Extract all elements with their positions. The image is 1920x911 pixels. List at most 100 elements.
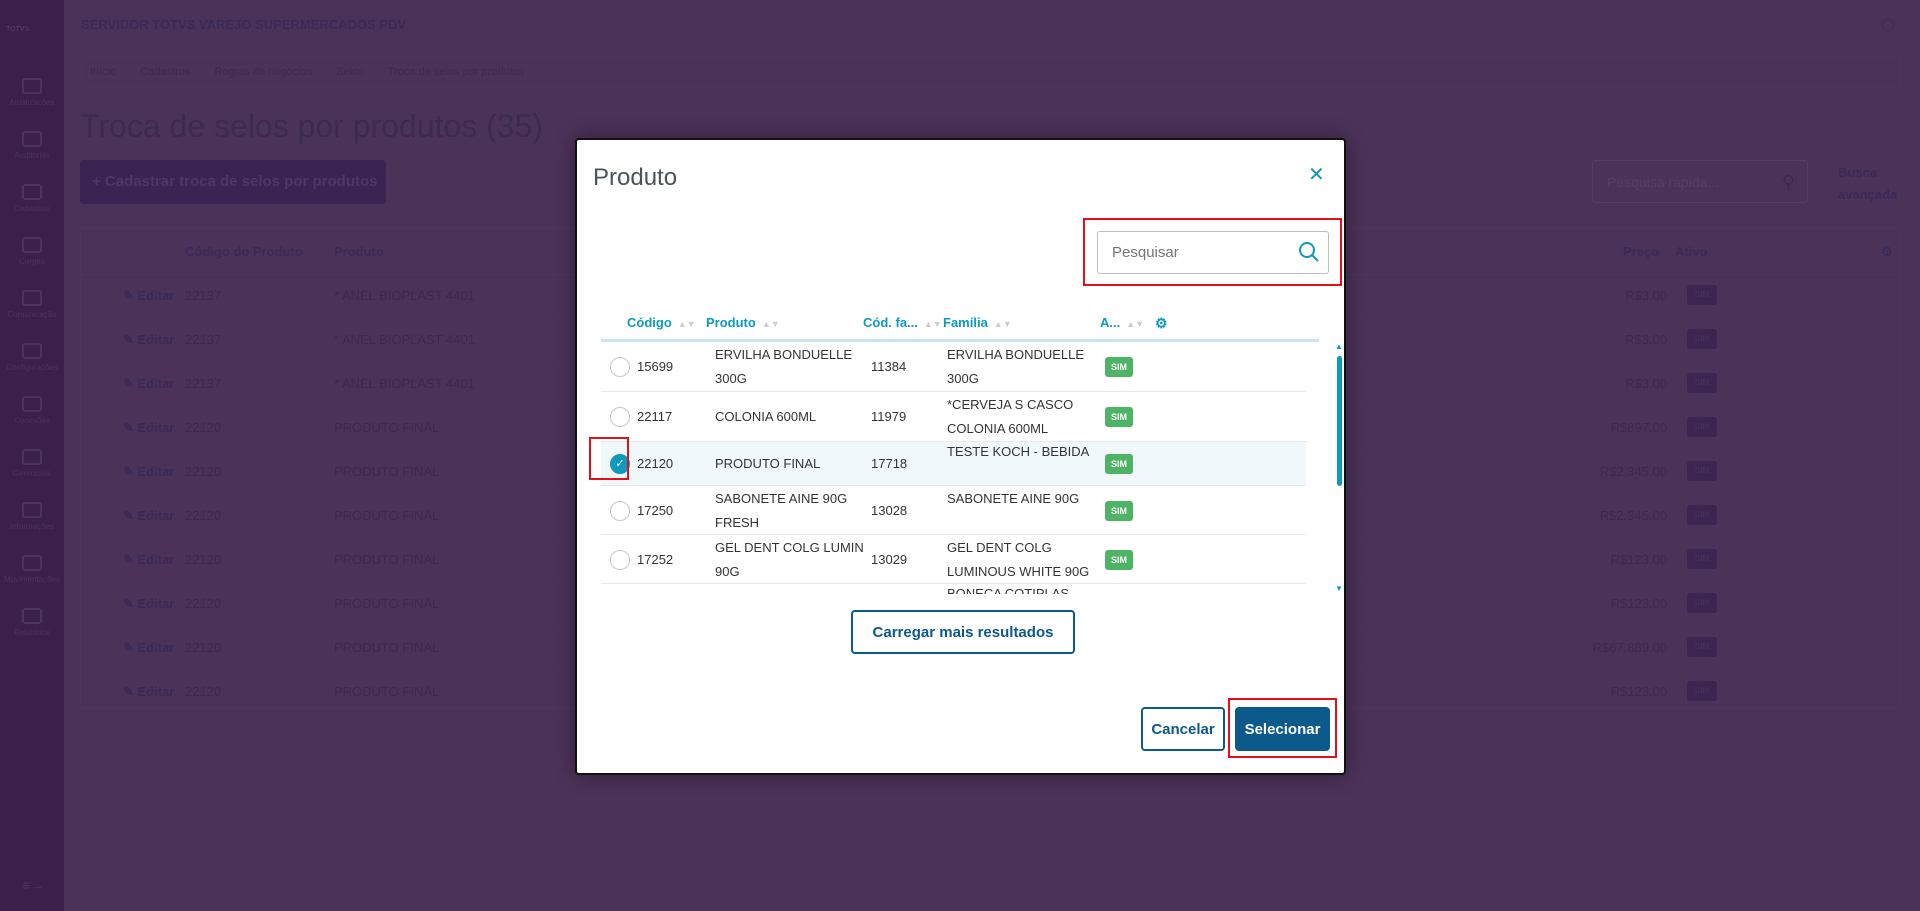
edit-link[interactable]: ✎ Editar <box>123 684 174 700</box>
pencil-icon: ✎ <box>123 288 138 303</box>
product-code: 22120 <box>185 640 222 655</box>
sidebar-item-5[interactable]: Configurações <box>0 343 64 372</box>
col-product[interactable]: Produto <box>334 244 384 259</box>
row-radio[interactable] <box>610 357 630 377</box>
product-row[interactable]: 22117 COLONIA 600ML 11979 *CERVEJA S CASCO … <box>601 392 1306 442</box>
sidebar: TOTVS Atualizações Auditorias Cadastros Car… <box>0 0 64 911</box>
add-exchange-button[interactable]: + Cadastrar troca de selos por produtos <box>80 160 386 204</box>
user-icon[interactable]: ◯ <box>1881 17 1895 31</box>
breadcrumb: Início Cadastros Regras de negócios Selos Tr… <box>81 57 1901 87</box>
cell-family: TESTE KOCH - BEBIDA <box>947 444 1090 459</box>
edit-link[interactable]: ✎ Editar <box>123 640 174 656</box>
pencil-icon: ✎ <box>123 684 138 699</box>
sidebar-item-0[interactable]: Atualizações <box>0 78 64 107</box>
breadcrumb-item[interactable]: Selos <box>336 66 364 78</box>
col-family-code[interactable]: Cód. fa... ▲▼ <box>863 315 942 330</box>
product-row[interactable]: 15699 ERVILHA BONDUELLE 300G 11384 ERVILHA … <box>601 342 1306 392</box>
sidebar-item-8[interactable]: Informações <box>0 502 64 531</box>
col-code-label: Código <box>627 315 672 330</box>
scrollbar[interactable] <box>1337 356 1342 486</box>
breadcrumb-item[interactable]: Troca de selos por produtos <box>387 66 525 78</box>
col-active[interactable]: A... ▲▼ <box>1100 315 1144 330</box>
active-badge: SIM <box>1687 285 1717 305</box>
close-icon[interactable]: ✕ <box>1308 164 1325 186</box>
cancel-button[interactable]: Cancelar <box>1141 707 1225 751</box>
edit-link[interactable]: ✎ Editar <box>123 332 174 348</box>
active-badge: SIM <box>1687 417 1717 437</box>
price: R$3.00 <box>1625 332 1667 347</box>
product-row[interactable]: BONECA COTIPLAS 1635 <box>601 584 1306 594</box>
scroll-down-icon[interactable]: ▼ <box>1335 584 1343 593</box>
search-input[interactable] <box>1112 244 1282 261</box>
edit-label: Editar <box>137 376 175 391</box>
sidebar-item-label: Gerenciais <box>12 469 52 478</box>
price: R$2,345.00 <box>1599 464 1667 479</box>
app-title: SERVIDOR TOTVS VAREJO SUPERMERCADOS PDV <box>81 17 407 32</box>
product-row[interactable]: 17250 SABONETE AINE 90G FRESH 13028 SABONET… <box>601 486 1306 535</box>
edit-link[interactable]: ✎ Editar <box>123 420 174 436</box>
active-badge: SIM <box>1687 505 1717 525</box>
breadcrumb-item[interactable]: Regras de negócios <box>214 66 313 78</box>
sidebar-item-1[interactable]: Auditorias <box>0 131 64 160</box>
col-family[interactable]: Família ▲▼ <box>943 315 1012 330</box>
col-code[interactable]: Código do Produto <box>185 244 303 259</box>
col-code[interactable]: Código ▲▼ <box>627 315 696 330</box>
sidebar-item-10[interactable]: Relatórios <box>0 608 64 637</box>
edit-link[interactable]: ✎ Editar <box>123 376 174 392</box>
report-icon <box>22 608 42 624</box>
file-upload-icon <box>22 290 42 306</box>
active-badge: SIM <box>1105 454 1133 474</box>
product-code: 22120 <box>185 684 222 699</box>
link-icon <box>22 343 42 359</box>
product-row[interactable]: ✓ 22120 PRODUTO FINAL 17718 TESTE KOCH - BEB… <box>601 442 1306 486</box>
sidebar-item-7[interactable]: Gerenciais <box>0 449 64 478</box>
edit-link[interactable]: ✎ Editar <box>123 464 174 480</box>
product-row[interactable]: 17252 GEL DENT COLG LUMIN 90G 13029 GEL DEN… <box>601 535 1306 584</box>
row-radio[interactable] <box>610 407 630 427</box>
sidebar-item-3[interactable]: Cargas <box>0 237 64 266</box>
col-active[interactable]: Ativo <box>1675 244 1708 259</box>
search-icon[interactable] <box>1298 241 1320 263</box>
select-button[interactable]: Selecionar <box>1235 707 1330 751</box>
col-product[interactable]: Produto ▲▼ <box>706 315 780 330</box>
pencil-icon: ✎ <box>123 640 138 655</box>
gear-icon[interactable]: ⚙ <box>1881 244 1893 259</box>
product-code: 22137 <box>185 376 222 391</box>
collapse-menu-icon[interactable]: ≡→ <box>22 877 45 893</box>
search-icon[interactable]: ⚲ <box>1781 172 1795 192</box>
col-price[interactable]: Preço <box>1623 244 1660 259</box>
cell-family: *CERVEJA S CASCO COLONIA 600ML <box>947 397 1074 436</box>
cell-code: 17252 <box>637 551 674 567</box>
load-more-button[interactable]: Carregar mais resultados <box>851 610 1075 654</box>
sort-icon: ▲▼ <box>993 319 1012 329</box>
product-code: 22120 <box>185 420 222 435</box>
edit-label: Editar <box>137 684 175 699</box>
quick-search-placeholder: Pesquisa rápida... <box>1607 174 1720 190</box>
edit-link[interactable]: ✎ Editar <box>123 596 174 612</box>
price: R$67,889.00 <box>1592 640 1667 655</box>
sidebar-item-2[interactable]: Cadastros <box>0 184 64 213</box>
edit-link[interactable]: ✎ Editar <box>123 552 174 568</box>
quick-search-input[interactable]: Pesquisa rápida... ⚲ <box>1592 160 1808 203</box>
edit-link[interactable]: ✎ Editar <box>123 508 174 524</box>
pencil-icon: ✎ <box>123 508 138 523</box>
product-code: 22120 <box>185 552 222 567</box>
scroll-up-icon[interactable]: ▲ <box>1335 342 1343 351</box>
breadcrumb-item[interactable]: Início <box>90 66 117 78</box>
sidebar-item-label: Configurações <box>6 363 58 372</box>
edit-link[interactable]: ✎ Editar <box>123 288 174 304</box>
advanced-search-link[interactable]: Busca avançada <box>1838 162 1898 206</box>
sidebar-item-9[interactable]: Movimentações <box>0 555 64 584</box>
row-radio[interactable] <box>610 549 630 570</box>
search-input-wrapper[interactable] <box>1097 231 1329 274</box>
active-badge: SIM <box>1687 329 1717 349</box>
sidebar-item-label: Auditorias <box>14 151 50 160</box>
gear-icon[interactable]: ⚙ <box>1155 315 1168 331</box>
sidebar-item-label: Relatórios <box>13 628 50 637</box>
breadcrumb-item[interactable]: Cadastros <box>140 66 191 78</box>
row-radio-checked[interactable]: ✓ <box>610 454 630 474</box>
sidebar-item-6[interactable]: Conexões <box>0 396 64 425</box>
row-radio[interactable] <box>610 500 630 521</box>
document-icon <box>22 555 42 571</box>
sidebar-item-4[interactable]: Comunicação <box>0 290 64 319</box>
